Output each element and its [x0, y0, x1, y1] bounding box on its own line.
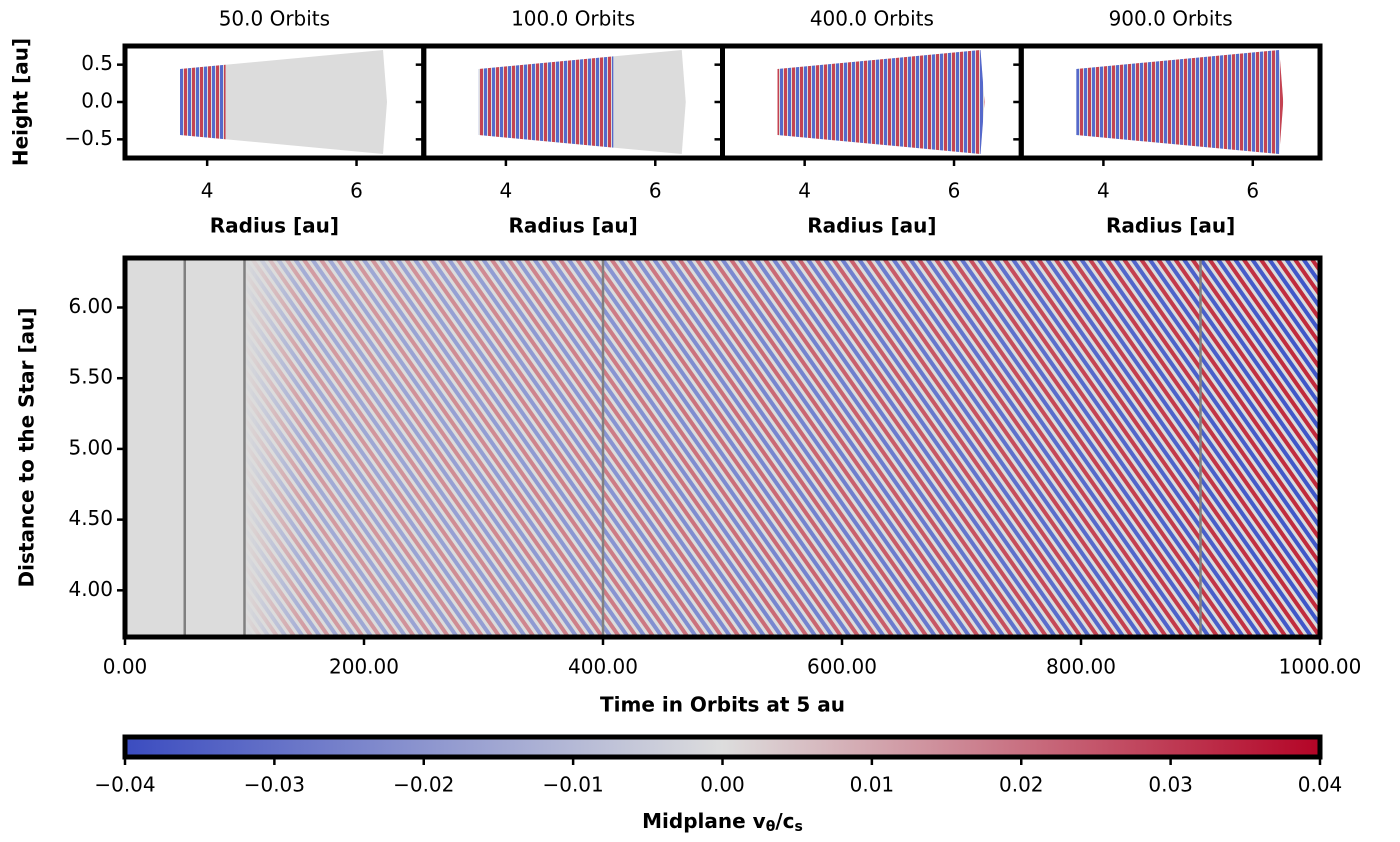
x-tick-label: 0.00 — [700, 773, 745, 797]
disk-waves — [777, 50, 985, 154]
y-axis-label: Height [au] — [9, 38, 33, 166]
x-tick-label: 6 — [1246, 179, 1259, 203]
x-tick-label: 4 — [1097, 179, 1110, 203]
panel-title: 400.0 Orbits — [810, 7, 934, 31]
y-tick-label: 4.50 — [68, 506, 113, 530]
x-tick-label: 0.02 — [999, 773, 1044, 797]
x-tick-label: 6 — [350, 179, 363, 203]
colorbar-label: Midplane vθ/cs — [642, 809, 803, 836]
axes-frame — [1018, 43, 1323, 161]
colorbar — [125, 737, 1320, 757]
x-tick-label: 0.01 — [850, 773, 895, 797]
y-tick-label: 5.50 — [68, 365, 113, 389]
y-tick-label: −0.5 — [64, 126, 113, 150]
x-tick-label: 4 — [201, 179, 214, 203]
disk-waves — [180, 50, 226, 154]
x-tick-label: −0.03 — [244, 773, 305, 797]
x-tick-label: −0.01 — [542, 773, 603, 797]
x-tick-label: 4 — [500, 179, 513, 203]
x-axis-label: Time in Orbits at 5 au — [600, 693, 845, 717]
x-tick-label: 800.00 — [1046, 655, 1116, 679]
x-tick-label: −0.02 — [393, 773, 454, 797]
panel-title: 900.0 Orbits — [1109, 7, 1233, 31]
x-axis-label: Radius [au] — [807, 214, 936, 238]
axes-frame — [122, 734, 1323, 760]
x-axis-label: Radius [au] — [509, 214, 638, 238]
panel-title: 50.0 Orbits — [219, 7, 330, 31]
x-tick-label: 4 — [798, 179, 811, 203]
x-axis-label: Radius [au] — [1106, 214, 1235, 238]
x-tick-label: 0.04 — [1298, 773, 1343, 797]
x-tick-label: 6 — [948, 179, 961, 203]
x-tick-label: 0.03 — [1148, 773, 1193, 797]
y-tick-label: 4.00 — [68, 577, 113, 601]
colorbar-label-part: Midplane v — [642, 809, 766, 833]
panel-title: 100.0 Orbits — [511, 7, 635, 31]
x-axis-label: Radius [au] — [210, 214, 339, 238]
disk-wedge — [180, 50, 387, 154]
x-tick-label: −0.04 — [94, 773, 155, 797]
colorbar-label-part: s — [795, 819, 803, 835]
x-tick-label: 6 — [649, 179, 662, 203]
disk-waves — [478, 50, 614, 154]
y-tick-label: 6.00 — [68, 294, 113, 318]
disk-waves — [1076, 50, 1284, 154]
x-tick-label: 200.00 — [329, 655, 399, 679]
x-tick-label: 400.00 — [568, 655, 638, 679]
x-tick-label: 0.00 — [103, 655, 148, 679]
axes-frame — [122, 255, 1323, 640]
heatmap-waves — [125, 258, 1320, 637]
x-tick-label: 1000.00 — [1279, 655, 1362, 679]
colorbar-label-part: θ — [766, 819, 776, 835]
y-tick-label: 0.5 — [81, 51, 113, 75]
x-tick-label: 600.00 — [807, 655, 877, 679]
colorbar-label-part: /c — [775, 809, 794, 833]
y-tick-label: 5.00 — [68, 435, 113, 459]
y-tick-label: 0.0 — [81, 89, 113, 113]
y-axis-label: Distance to the Star [au] — [15, 308, 39, 588]
